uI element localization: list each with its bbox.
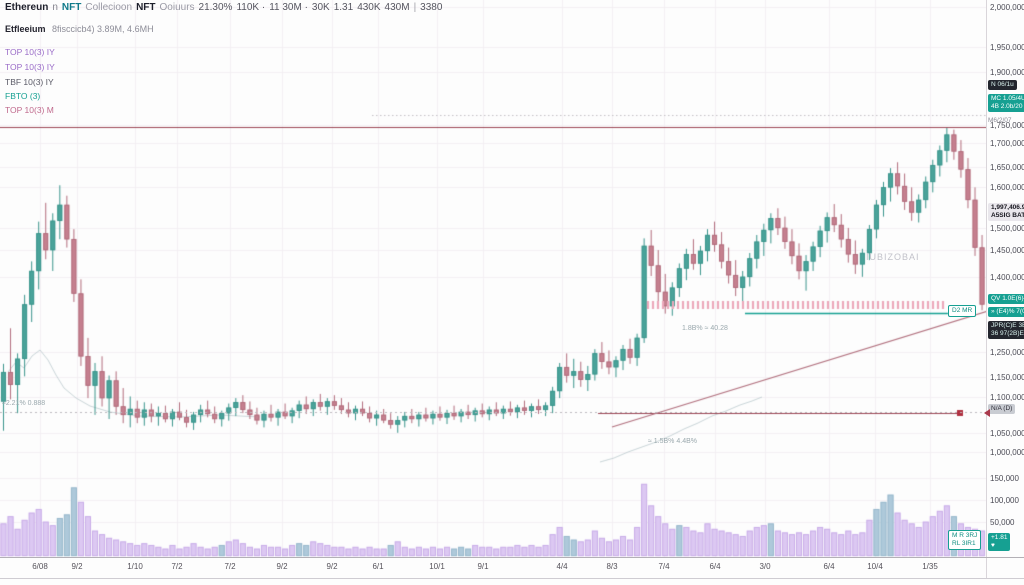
price-axis-label: 1,950,000.00	[990, 43, 1024, 52]
time-axis-label: 6/4	[709, 562, 721, 571]
legend: Ethereun n NFT Collecioon NFT Ooiuurs 21.30% 11…	[5, 2, 446, 115]
price-axis-label: 1,250,000.00	[990, 348, 1024, 357]
price-axis-badge: M6/2/07	[988, 117, 1012, 125]
title-segment: NFT	[136, 2, 156, 13]
badge-line: QV 1.0E(6)4	[991, 295, 1024, 302]
chart-watermark: IUBIZOBAI	[866, 252, 920, 262]
title-segment: 430K	[357, 2, 381, 13]
badge-line: M R 3RJ	[952, 532, 978, 539]
badge-line: N 06/1u	[991, 81, 1014, 88]
window-bottom-border	[0, 578, 1024, 579]
price-axis-label: 1,450,000.00	[990, 246, 1024, 255]
price-axis-label: 1,900,000.00	[990, 68, 1024, 77]
price-axis-badge: +1.81 ♥	[988, 533, 1011, 551]
badge-line: D2 MR	[952, 307, 973, 314]
title-segment: 30K	[311, 2, 330, 13]
time-axis-label: 10/1	[429, 562, 445, 571]
price-axis-label: 1,600,000.00	[990, 183, 1024, 192]
badge-line: ♥	[991, 542, 995, 549]
time-axis-label: 4/4	[556, 562, 568, 571]
title-segment: Collecioon	[85, 2, 133, 13]
badge-line: M6/2/07	[988, 117, 1012, 124]
axis-separator-horizontal	[0, 557, 1024, 558]
time-axis-label: 7/4	[658, 562, 670, 571]
badge-line: » (E4)% 7(0)	[991, 308, 1024, 315]
price-axis-badge: » (E4)% 7(0)	[988, 307, 1024, 317]
title-segment: 1.31	[333, 2, 354, 13]
price-axis-label: 1,150,000.00	[990, 373, 1024, 382]
price-axis-badge: QV 1.0E(6)4	[988, 294, 1024, 304]
time-axis-label: 9/2	[71, 562, 83, 571]
price-axis-badge: MC 1.05/4U 4B 2.0b/20	[988, 94, 1024, 112]
price-axis-label: 1,000,000.00	[990, 448, 1024, 457]
title-segment: 11 30M ·	[269, 2, 308, 13]
chart-annotation: ≈2.21% 0.888	[2, 400, 46, 407]
volume-axis-label: 150,000	[990, 474, 1019, 483]
time-axis-label: 1/35	[922, 562, 938, 571]
title-segment: 430M	[384, 2, 410, 13]
title-segment: |	[413, 2, 417, 13]
chart-drawing-badge[interactable]: D2 MR	[948, 305, 977, 317]
time-axis-label: 6/4	[823, 562, 835, 571]
time-axis-label: 9/2	[326, 562, 338, 571]
time-axis-label: 10/4	[867, 562, 883, 571]
time-axis-label: 3/0	[759, 562, 771, 571]
price-axis-label: 1,100,000.00	[990, 393, 1024, 402]
axis-separator-vertical	[986, 0, 987, 578]
price-axis-label: 2,000,000.00	[990, 3, 1024, 12]
time-axis-label: 1/10	[127, 562, 143, 571]
subtitle-symbol: Etfleeium	[5, 24, 46, 34]
chart-annotation: 1.8B% ≈ 40.28	[682, 325, 728, 332]
time-axis-label: 9/1	[477, 562, 489, 571]
title-segment: NFT	[61, 2, 82, 13]
title-segment: 3380	[420, 2, 443, 13]
title-segment: Ethereun	[5, 2, 49, 13]
price-axis-label: 1,650,000.00	[990, 163, 1024, 172]
title-segment: 21.30%	[198, 2, 233, 13]
price-axis-badge: N/A (D)	[988, 404, 1016, 414]
price-axis-badge: N 06/1u	[988, 80, 1017, 90]
subtitle-values: 8fisccicb4) 3.89M, 4.6MH	[52, 24, 154, 34]
price-axis-badge: 1,997,406.9 A5SIG BATI	[988, 203, 1024, 221]
time-axis-label: 7/2	[224, 562, 236, 571]
badge-line: 4B 2.0b/20	[991, 103, 1023, 110]
chart-drawing-badge[interactable]: M R 3RJ RL 3IR1	[948, 530, 982, 550]
price-marker-arrow-icon	[984, 409, 990, 417]
price-axis-label: 1,050,000.00	[990, 429, 1024, 438]
price-axis-label: 1,400,000.00	[990, 273, 1024, 282]
badge-line: 36 97(2B)E1	[991, 330, 1024, 337]
badge-line: +1.81	[991, 534, 1008, 541]
volume-axis-label: 50,000	[990, 518, 1015, 527]
indicator-row[interactable]: TOP 10(3) IY	[5, 47, 55, 57]
badge-line: JPR(C)E 3E/AV	[991, 322, 1024, 329]
badge-line: N/A (D)	[991, 405, 1013, 412]
indicator-row[interactable]: TBF 10(3) IY	[5, 77, 54, 87]
badge-line: A5SIG BATI	[991, 212, 1024, 219]
symbol-subtitle[interactable]: Etfleeium 8fisccicb4) 3.89M, 4.6MH	[5, 24, 154, 34]
price-axis-label: 1,700,000.00	[990, 139, 1024, 148]
time-axis-label: 7/2	[171, 562, 183, 571]
time-axis-label: 6/1	[372, 562, 384, 571]
badge-line: MC 1.05/4U	[991, 95, 1024, 102]
symbol-title[interactable]: Ethereun n NFT Collecioon NFT Ooiuurs 21.30% 11…	[5, 2, 446, 13]
indicator-row[interactable]: TOP 10(3) IY	[5, 62, 55, 72]
chart-annotation: ≈ 1.5B% 4.4B%	[648, 438, 697, 445]
title-segment: Ooiuurs	[159, 2, 195, 13]
indicator-row[interactable]: TOP 10(3) M	[5, 105, 54, 115]
time-axis-label: 8/3	[606, 562, 618, 571]
badge-line: 1,997,406.9	[991, 204, 1024, 211]
title-segment: n	[52, 2, 58, 13]
badge-line: RL 3IR1	[952, 540, 976, 547]
price-axis-badge: JPR(C)E 3E/AV36 97(2B)E1	[988, 321, 1024, 339]
indicator-row[interactable]: FBTO (3)	[5, 91, 41, 101]
candlestick-canvas[interactable]	[0, 0, 986, 580]
time-axis-label: 9/2	[276, 562, 288, 571]
price-axis-label: 1,500,000.00	[990, 224, 1024, 233]
title-segment: 110K ·	[236, 2, 266, 13]
time-axis-label: 6/08	[32, 562, 48, 571]
price-axis-label: 1,750,000.00	[990, 121, 1024, 130]
volume-axis-label: 100,000	[990, 496, 1019, 505]
